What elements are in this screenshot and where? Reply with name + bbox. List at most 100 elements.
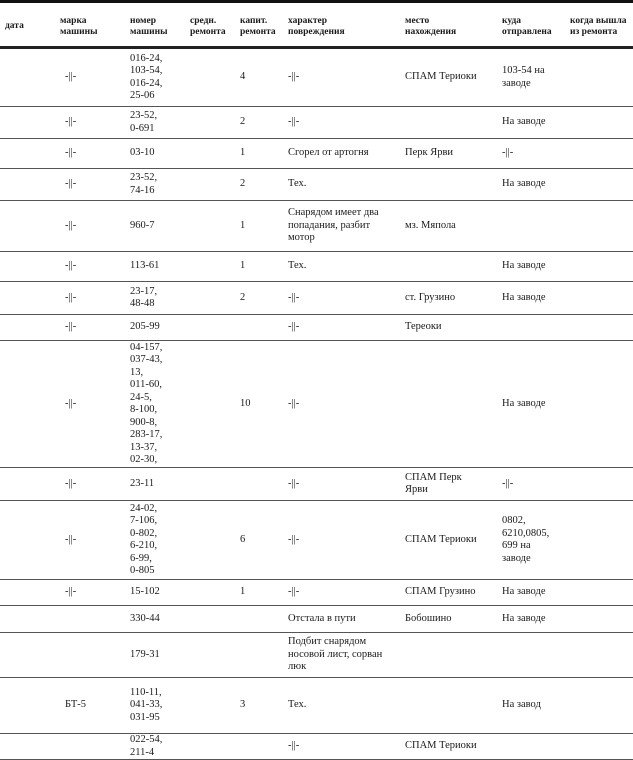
cell-medium-repair xyxy=(185,139,235,169)
cell-damage: -||- xyxy=(288,477,300,489)
cell-left-repair xyxy=(565,252,633,282)
cell-date xyxy=(0,501,55,580)
cell-location: Бобошино xyxy=(405,612,452,624)
cell-left-repair xyxy=(565,606,633,633)
cell-capital-repair xyxy=(235,734,283,760)
table-row: 022-54, 211-4 -||- СПАМ Териоки xyxy=(0,734,633,760)
cell-capital-repair xyxy=(235,606,283,633)
cell-capital-repair: 2 xyxy=(240,178,246,190)
cell-vehicle-number: 04-157, 037-43, 13, 011-60, 24-5, 8-100,… xyxy=(130,341,163,466)
cell-sent-to: На заводе xyxy=(502,612,546,624)
cell-damage: -||- xyxy=(288,116,300,128)
cell-location: ст. Грузино xyxy=(405,291,456,303)
cell-sent-to xyxy=(497,315,565,341)
cell-vehicle-make: -||- xyxy=(65,477,77,489)
cell-location: СПАМ Перк Ярви xyxy=(405,471,462,496)
cell-capital-repair: 6 xyxy=(240,533,246,545)
cell-capital-repair: 1 xyxy=(240,219,246,231)
cell-date xyxy=(0,252,55,282)
cell-damage: -||- xyxy=(288,740,300,752)
cell-capital-repair: 2 xyxy=(240,291,246,303)
cell-damage: -||- xyxy=(288,586,300,598)
header-sent-to: куда отправлена xyxy=(502,15,552,37)
table-row: -||- 24-02, 7-106, 0-802, 6-210, 6-99, 0-… xyxy=(0,501,633,580)
cell-sent-to: -||- xyxy=(502,477,514,489)
cell-vehicle-number: 022-54, 211-4 xyxy=(130,734,163,758)
cell-capital-repair: 3 xyxy=(240,699,246,711)
cell-vehicle-number: 179-31 xyxy=(130,648,160,660)
cell-medium-repair xyxy=(185,734,235,760)
table-row: -||- 03-10 1 Сгорел от артогня Перк Ярви -||- xyxy=(0,139,633,169)
cell-vehicle-number: 23-52, 0-691 xyxy=(130,110,158,134)
cell-medium-repair xyxy=(185,201,235,252)
table-row: 330-44 Отстала в пути Бобошино На заводе xyxy=(0,606,633,633)
cell-left-repair xyxy=(565,633,633,678)
cell-damage: Отстала в пути xyxy=(288,612,356,624)
cell-vehicle-number: 23-52, 74-16 xyxy=(130,172,158,196)
cell-vehicle-make: -||- xyxy=(65,219,77,231)
cell-location xyxy=(400,678,497,734)
cell-left-repair xyxy=(565,315,633,341)
cell-sent-to: 103-54 на заводе xyxy=(502,65,545,89)
cell-vehicle-number: 960-7 xyxy=(130,219,155,231)
cell-date xyxy=(0,139,55,169)
cell-medium-repair xyxy=(185,341,235,468)
cell-vehicle-make: -||- xyxy=(65,586,77,598)
header-date: дата xyxy=(5,21,24,31)
cell-medium-repair xyxy=(185,606,235,633)
cell-sent-to: -||- xyxy=(502,147,514,159)
cell-date xyxy=(0,633,55,678)
header-left-repair: когда вышла из ремонта xyxy=(570,15,627,37)
cell-vehicle-number: 23-17, 48-48 xyxy=(130,285,158,310)
cell-capital-repair xyxy=(235,315,283,341)
cell-location xyxy=(400,633,497,678)
table-row: -||- 205-99 -||- Тереоки xyxy=(0,315,633,341)
cell-left-repair xyxy=(565,139,633,169)
header-location: место нахождения xyxy=(405,15,457,37)
cell-location xyxy=(400,107,497,139)
cell-damage: Тех. xyxy=(288,178,307,190)
cell-sent-to xyxy=(497,734,565,760)
cell-vehicle-number: 016-24, 103-54, 016-24, 25-06 xyxy=(130,52,163,102)
table-row: БТ-5 110-11, 041-33, 031-95 3 Тех. На завод xyxy=(0,678,633,734)
cell-capital-repair: 2 xyxy=(240,116,246,128)
table-row: -||- 960-7 1 Снарядом имеет два попадания, … xyxy=(0,201,633,252)
cell-vehicle-make xyxy=(55,734,125,760)
cell-vehicle-number: 23-11 xyxy=(130,477,155,489)
table-row: -||- 016-24, 103-54, 016-24, 25-06 4 -||- СП… xyxy=(0,48,633,107)
table-row: -||- 113-61 1 Тех. На заводе xyxy=(0,252,633,282)
cell-left-repair xyxy=(565,48,633,107)
cell-location: СПАМ Териоки xyxy=(405,740,477,752)
header-damage: характер повреждения xyxy=(288,15,345,37)
cell-damage: -||- xyxy=(288,397,300,409)
cell-damage: Сгорел от артогня xyxy=(288,147,369,159)
cell-medium-repair xyxy=(185,468,235,501)
cell-vehicle-number: 15-102 xyxy=(130,586,160,598)
cell-location: Тереоки xyxy=(405,321,442,333)
cell-vehicle-number: 330-44 xyxy=(130,612,160,624)
cell-vehicle-make: -||- xyxy=(65,397,77,409)
cell-sent-to: 0802, 6210,0805, 699 на заводе xyxy=(502,515,550,564)
cell-sent-to xyxy=(497,633,565,678)
cell-vehicle-make: -||- xyxy=(65,116,77,128)
header-vehicle-number: номер машины xyxy=(130,15,168,37)
cell-medium-repair xyxy=(185,169,235,201)
cell-sent-to: На заводе xyxy=(502,116,546,128)
header-capital-repair: капит. ремонта xyxy=(240,15,276,37)
cell-vehicle-make: -||- xyxy=(65,71,77,83)
cell-date xyxy=(0,201,55,252)
cell-left-repair xyxy=(565,678,633,734)
cell-location: СПАМ Териоки xyxy=(405,71,477,83)
cell-damage: -||- xyxy=(288,533,300,545)
cell-medium-repair xyxy=(185,315,235,341)
cell-medium-repair xyxy=(185,678,235,734)
cell-date xyxy=(0,678,55,734)
cell-location: мз. Мяпола xyxy=(405,219,456,231)
cell-damage: Подбит снарядом носовой лист, сорван люк xyxy=(288,636,383,673)
cell-left-repair xyxy=(565,468,633,501)
cell-date xyxy=(0,169,55,201)
cell-damage: Тех. xyxy=(288,699,307,711)
cell-left-repair xyxy=(565,282,633,315)
cell-vehicle-number: 110-11, 041-33, 031-95 xyxy=(130,686,163,723)
